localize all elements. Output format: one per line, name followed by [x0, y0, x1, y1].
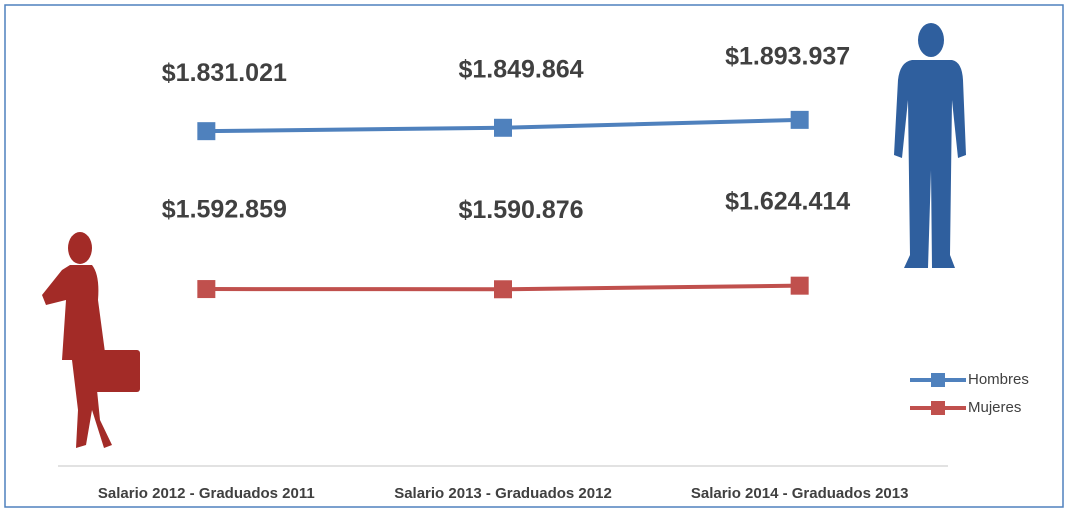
data-label: $1.590.876	[458, 196, 583, 224]
x-tick-label: Salario 2013 - Graduados 2012	[394, 485, 612, 502]
data-label: $1.592.859	[162, 196, 287, 224]
point-marker	[791, 277, 809, 295]
point-marker	[197, 122, 215, 140]
legend-label: Hombres	[968, 371, 1029, 388]
legend-marker	[931, 373, 945, 387]
x-tick-label: Salario 2012 - Graduados 2011	[98, 485, 315, 502]
data-label: $1.831.021	[162, 59, 287, 87]
legend-marker	[931, 401, 945, 415]
point-marker	[197, 280, 215, 298]
data-label: $1.893.937	[725, 42, 850, 70]
point-marker	[791, 111, 809, 129]
point-marker	[494, 119, 512, 137]
legend-label: Mujeres	[968, 399, 1021, 416]
data-label: $1.624.414	[725, 187, 850, 215]
chart: Salario 2012 - Graduados 2011 Salario 201…	[0, 0, 1068, 512]
data-label: $1.849.864	[458, 55, 583, 83]
page: Salario 2012 - Graduados 2011 Salario 201…	[0, 0, 1068, 512]
x-tick-label: Salario 2014 - Graduados 2013	[691, 485, 909, 502]
point-marker	[494, 280, 512, 298]
